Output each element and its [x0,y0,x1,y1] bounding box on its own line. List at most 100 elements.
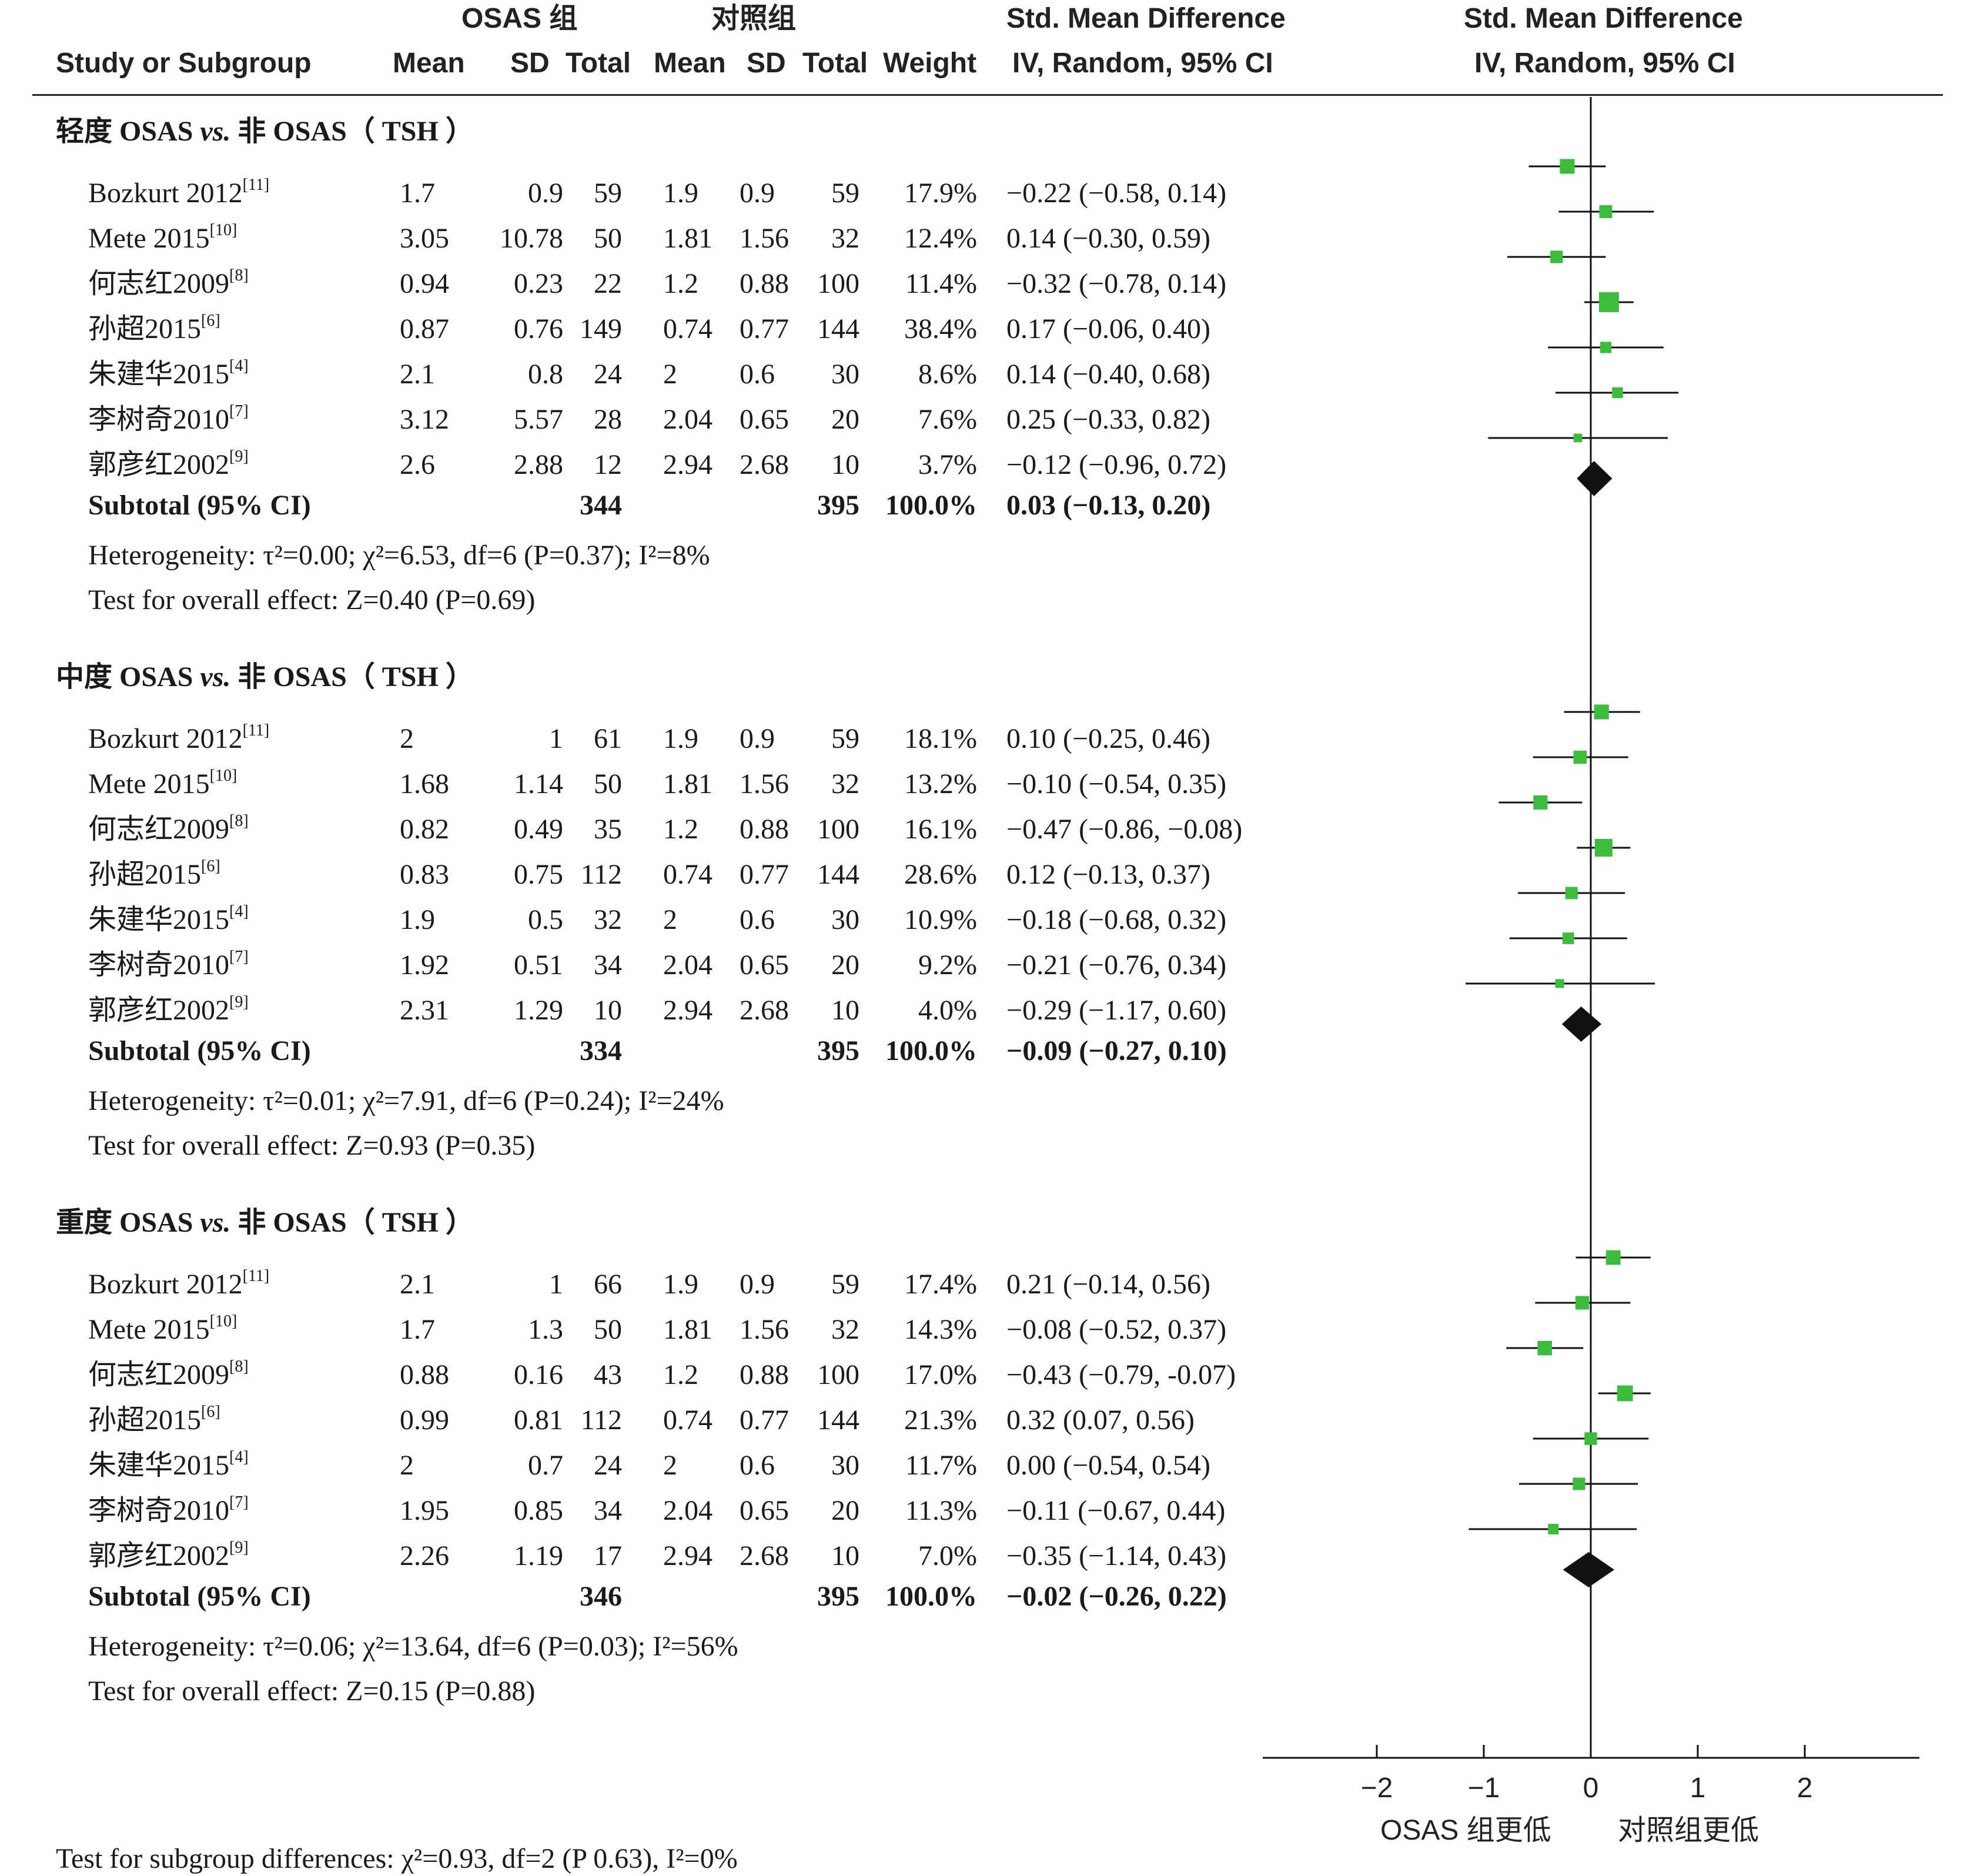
control-sd: 0.65 [740,1495,789,1526]
control-sd: 0.77 [740,1405,789,1436]
control-mean: 2 [663,359,677,390]
study-reference: [10] [209,1312,237,1330]
study-reference: [8] [229,266,249,285]
control-sd: 0.77 [740,859,789,890]
control-total: 20 [831,1495,859,1526]
study-name-text: Mete 2015 [88,223,210,254]
osas-sd: 0.16 [514,1359,563,1390]
osas-mean: 0.83 [400,859,449,890]
osas-mean: 2.6 [400,449,435,480]
plot-subtitle: IV, Random, 95% CI [1474,48,1735,79]
control-total: 100 [817,814,859,845]
subtotal-smd-ci: 0.03 (−0.13, 0.20) [1006,490,1211,521]
subtotal-diamond [1561,1006,1602,1042]
control-sd: 1.56 [740,768,789,800]
study-reference: [4] [229,357,249,375]
subtotal-label: Subtotal (95% CI) [88,1581,311,1612]
study-name-text: 朱建华2015 [88,359,230,390]
osas-total: 149 [580,313,622,345]
control-total: 144 [817,859,859,890]
sd2-header: SD [747,48,786,79]
study-reference: [8] [229,1357,249,1376]
control-total: 20 [831,949,859,981]
osas-sd: 0.76 [514,313,563,345]
subgroup-title-vs: vs. [200,661,231,693]
study-weight: 14.3% [904,1314,977,1345]
effect-square [1594,838,1613,857]
osas-sd: 0.5 [528,904,563,935]
osas-total: 50 [594,1314,622,1345]
subgroup-title-prefix: 轻度 OSAS [56,116,200,147]
study-reference: [9] [229,447,249,466]
control-sd: 0.77 [740,313,789,345]
study-reference: [11] [242,1267,270,1285]
subgroup-title-suffix: 非 OSAS（ TSH ） [230,116,474,147]
subtotal-weight: 100.0% [885,490,977,521]
control-total: 30 [831,1450,859,1481]
study-name-text: 李树奇2010 [88,404,230,435]
osas-total: 10 [594,995,622,1026]
subtotal-control-total: 395 [817,1035,859,1066]
subgroup-title: 中度 OSAS vs. 非 OSAS（ TSH ） [56,663,474,691]
x-tick-label: −2 [1360,1773,1393,1804]
heterogeneity-stats: Heterogeneity: τ²=0.00; χ²=6.53, df=6 (P… [88,540,710,571]
control-sd: 0.65 [740,949,789,981]
subtotal-weight: 100.0% [885,1581,977,1612]
osas-sd: 1 [549,1269,563,1300]
osas-total: 28 [594,404,622,435]
control-mean: 2.94 [663,995,712,1026]
osas-mean: 1.92 [400,949,449,981]
control-mean: 2.04 [663,949,712,981]
sd1-header: SD [510,48,550,79]
x-tick-label: 0 [1583,1773,1599,1804]
osas-mean: 2 [400,723,414,754]
study-name-text: 郭彦红2002 [88,1540,230,1571]
osas-total: 112 [580,859,622,890]
weight-header: Weight [883,48,977,79]
study-reference: [8] [229,812,249,830]
control-total: 32 [831,1314,859,1345]
osas-total: 43 [594,1359,622,1390]
study-weight: 10.9% [904,904,977,935]
control-mean: 1.2 [663,814,698,845]
osas-total: 61 [594,723,622,754]
control-total: 30 [831,359,859,390]
study-smd-ci: 0.17 (−0.06, 0.40) [1006,313,1211,345]
osas-mean: 3.12 [400,404,449,435]
study-reference: [9] [229,1539,249,1557]
study-name-text: 朱建华2015 [88,904,230,935]
study-smd-ci: −0.32 (−0.78, 0.14) [1006,268,1227,299]
study-column-header: Study or Subgroup [56,48,312,79]
control-sd: 1.56 [740,223,789,254]
plot-title: Std. Mean Difference [1464,3,1743,34]
study-smd-ci: 0.32 (0.07, 0.56) [1006,1405,1195,1436]
x-label-left: OSAS 组更低 [1380,1815,1551,1846]
control-mean: 1.2 [663,268,698,299]
subtotal-osas-total: 344 [580,490,622,521]
study-name-text: 郭彦红2002 [88,995,230,1026]
study-smd-ci: −0.35 (−1.14, 0.43) [1006,1540,1227,1571]
study-reference: [7] [229,948,249,966]
total1-header: Total [566,48,631,79]
heterogeneity-stats: Heterogeneity: τ²=0.01; χ²=7.91, df=6 (P… [88,1085,724,1116]
control-sd: 0.88 [740,814,789,845]
effect-square [1562,932,1574,944]
study-smd-ci: 0.21 (−0.14, 0.56) [1006,1269,1211,1300]
subgroup-title-suffix: 非 OSAS（ TSH ） [230,1207,474,1238]
study-name: 孙超2015[6] [88,313,220,343]
subgroup-title-prefix: 中度 OSAS [56,661,200,693]
effect-square [1598,292,1619,312]
osas-mean: 0.87 [400,313,449,345]
subtotal-control-total: 395 [817,490,859,521]
study-smd-ci: −0.43 (−0.79, -0.07) [1006,1359,1236,1390]
control-sd: 0.6 [740,1450,775,1481]
study-smd-ci: 0.25 (−0.33, 0.82) [1006,404,1211,435]
control-total: 59 [831,178,859,209]
study-name: Mete 2015[10] [88,222,237,254]
osas-total: 35 [594,814,622,845]
control-mean: 0.74 [663,859,712,890]
osas-group-header: OSAS 组 [461,3,578,34]
study-name-text: 郭彦红2002 [88,449,230,480]
effect-square [1584,1432,1597,1445]
